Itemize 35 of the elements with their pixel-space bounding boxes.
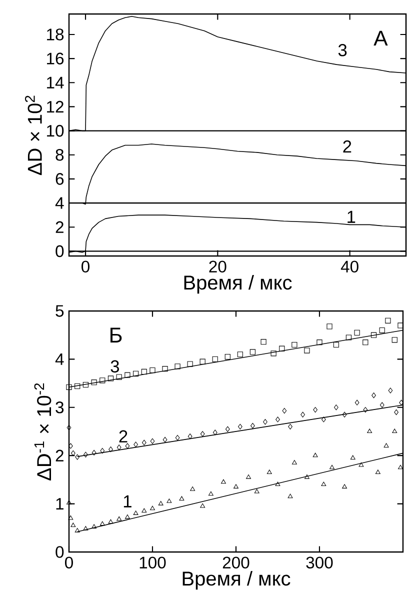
y-tick-label: 2 <box>56 221 64 233</box>
y-tick-label: 6 <box>56 173 64 185</box>
y-axis-title: ΔD × 10$^{2}$ <box>25 96 42 176</box>
legend-label: 3 <box>110 360 119 373</box>
y-tick-label: 1 <box>56 498 64 510</box>
y-axis-title: ΔD$^{-1}$ × 10$^{-2}$ <box>34 383 52 480</box>
x-tick-label: 100 <box>140 556 166 569</box>
annotation: A <box>374 30 388 46</box>
y-tick-label: 10 <box>47 124 64 137</box>
series-label: 3 <box>338 44 347 56</box>
y-tick-label: 4 <box>55 197 64 209</box>
x-tick-label: 40 <box>340 260 358 273</box>
x-tick-label: 0 <box>65 556 73 569</box>
y-tick-label: 8 <box>56 148 64 161</box>
y-tick-label: 5 <box>56 305 64 317</box>
y-tick-label: 4 <box>55 353 64 365</box>
y-tick-label: 3 <box>56 402 64 414</box>
x-tick-label: 300 <box>306 556 333 569</box>
x-axis-title: Время / мкс <box>184 275 292 294</box>
series-label: 1 <box>124 495 132 508</box>
y-tick-label: 12 <box>47 100 64 113</box>
x-tick-label: 20 <box>209 260 226 273</box>
y-tick-label: 0 <box>56 245 64 258</box>
series-label: 2 <box>119 430 128 442</box>
series-label: 2 <box>343 140 352 152</box>
x-tick-label: 200 <box>222 556 250 569</box>
series-label: 1 <box>348 210 356 223</box>
y-tick-label: 14 <box>47 76 64 88</box>
y-tick-label: 16 <box>47 52 64 64</box>
x-axis-title: Время / мкс <box>182 570 290 590</box>
y-tick-label: 18 <box>47 28 64 40</box>
y-tick-label: 2 <box>56 450 64 462</box>
annotation: Б <box>110 328 122 342</box>
x-tick-label: 0 <box>82 260 90 273</box>
y-tick-label: 0 <box>56 546 64 558</box>
